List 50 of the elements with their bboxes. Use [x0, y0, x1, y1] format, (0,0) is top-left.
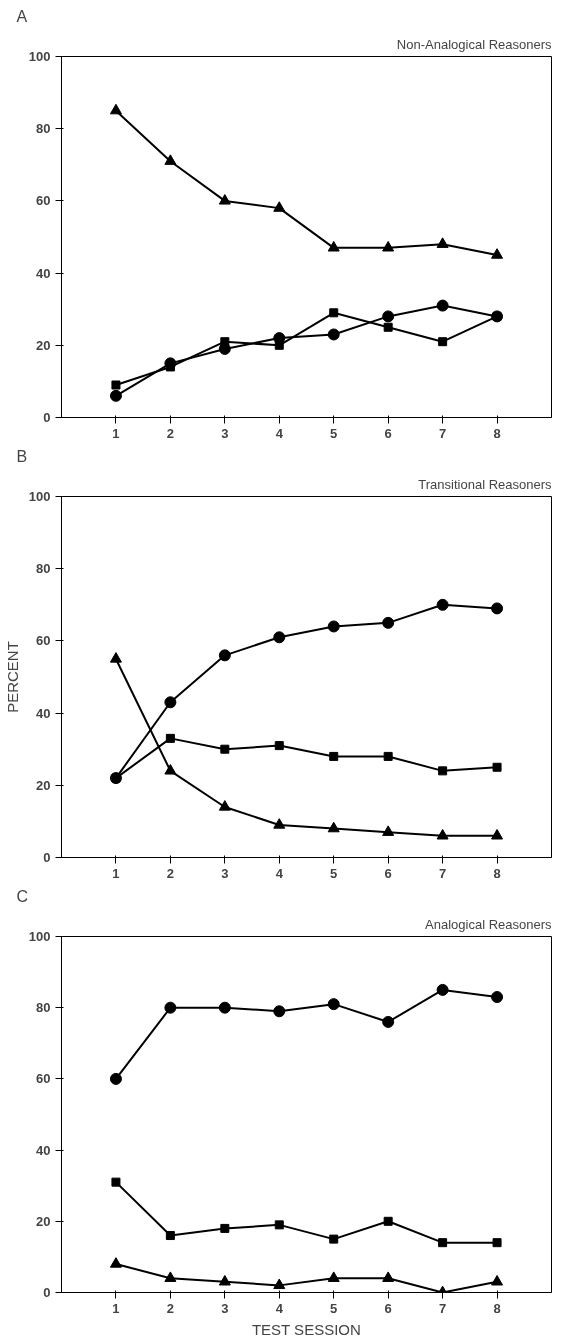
x-tick-label: 7 [439, 865, 447, 881]
x-tick-label: 3 [221, 425, 229, 441]
y-axis-title: PERCENT [3, 641, 21, 713]
y-tick-label: 40 [36, 265, 51, 281]
x-tick-label: 1 [112, 425, 120, 441]
y-tick-label: 100 [28, 49, 51, 64]
x-tick-label: 6 [384, 865, 392, 881]
x-tick-label: 5 [330, 865, 338, 881]
chart-subtitle: Non-Analogical Reasoners [396, 36, 552, 52]
x-tick-label: 4 [275, 425, 284, 441]
y-tick-label: 80 [36, 561, 51, 577]
x-tick-label: 1 [112, 865, 120, 881]
x-axis-title: TEST SESSION [251, 1320, 361, 1338]
x-tick-label: 6 [384, 1300, 392, 1316]
x-tick-label: 7 [439, 425, 447, 441]
chart-title: C [16, 887, 29, 905]
x-tick-label: 1 [112, 1300, 120, 1316]
y-tick-label: 80 [36, 1000, 51, 1016]
x-tick-label: 8 [493, 1300, 501, 1316]
chart-title: A [16, 7, 28, 25]
x-tick-label: 5 [330, 425, 338, 441]
y-tick-label: 0 [43, 850, 51, 865]
y-tick-label: 20 [36, 777, 51, 793]
x-tick-label: 2 [166, 425, 175, 441]
x-tick-label: 4 [275, 865, 284, 881]
y-tick-label: 100 [28, 489, 51, 504]
y-tick-label: 20 [36, 337, 51, 353]
x-tick-label: 8 [493, 425, 501, 441]
chart-subtitle: Transitional Reasoners [418, 476, 552, 492]
x-tick-label: 2 [166, 865, 175, 881]
y-tick-label: 40 [36, 1142, 51, 1158]
x-tick-label: 2 [166, 1300, 175, 1316]
y-tick-label: 20 [36, 1213, 51, 1229]
x-tick-label: 8 [493, 865, 501, 881]
y-tick-label: 60 [36, 1071, 51, 1087]
y-tick-label: 0 [43, 1285, 51, 1300]
chart-subtitle: Analogical Reasoners [425, 916, 552, 932]
x-tick-label: 4 [275, 1300, 284, 1316]
chart-title: B [16, 447, 28, 465]
x-tick-label: 3 [221, 1300, 229, 1316]
y-tick-label: 60 [36, 633, 51, 649]
x-tick-label: 7 [439, 1300, 447, 1316]
y-tick-label: 0 [43, 410, 51, 425]
y-tick-label: 60 [36, 193, 51, 209]
x-tick-label: 5 [330, 1300, 338, 1316]
y-tick-label: 80 [36, 121, 51, 137]
y-tick-label: 40 [36, 705, 51, 721]
x-tick-label: 3 [221, 865, 229, 881]
x-tick-label: 6 [384, 425, 392, 441]
y-tick-label: 100 [28, 929, 51, 944]
